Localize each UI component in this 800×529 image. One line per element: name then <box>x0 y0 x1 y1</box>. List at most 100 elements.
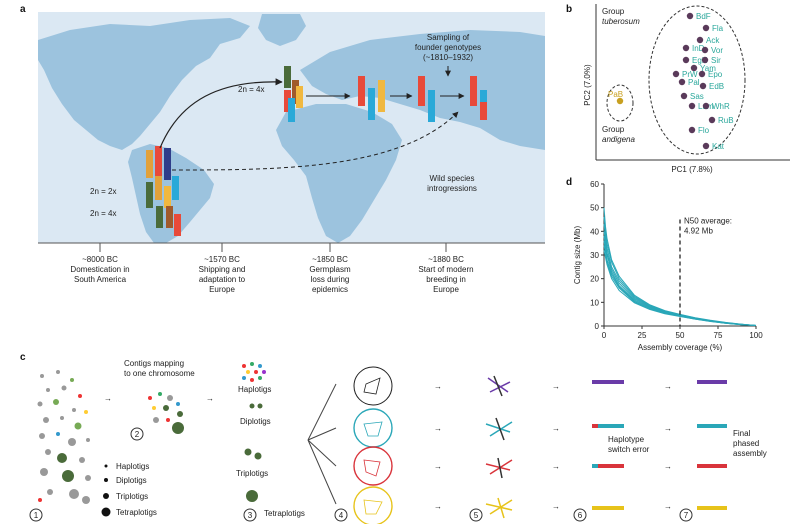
pca-label-vor: Vor <box>711 46 723 55</box>
category-diplotigs: Diplotigs <box>240 417 271 426</box>
timeline-entry-4: ~1880 BC Start of modern breeding in Eur… <box>418 243 474 294</box>
pca-label-yam: Yam <box>700 64 716 73</box>
category-tetraplotigs: Tetraplotigs <box>264 509 305 518</box>
svg-text:~1850 BC: ~1850 BC <box>312 255 348 264</box>
step-numbers: 1 2 3 4 5 6 7 <box>29 427 693 522</box>
pca-point-rub <box>708 116 716 124</box>
pca-label-pab: PaB <box>608 90 623 99</box>
svg-text:→: → <box>552 462 560 471</box>
final-line-2: phased <box>733 439 759 448</box>
panel-d: d 0 10 20 30 40 50 60 0 25 50 75 100 Assembly covera… <box>566 177 763 352</box>
series-line-3 <box>603 224 757 326</box>
epidemic-chromosomes <box>358 76 385 120</box>
pca-point-bdf <box>686 12 694 20</box>
pca-label-egh: EgH <box>692 56 708 65</box>
svg-text:4: 4 <box>339 511 344 520</box>
arrow-c-2: → <box>206 394 214 403</box>
pca-label-whr: WhR <box>712 102 730 111</box>
step-6-bars <box>592 380 624 510</box>
svg-text:Tetraplotigs: Tetraplotigs <box>116 508 157 517</box>
svg-text:→: → <box>552 502 560 511</box>
svg-text:5: 5 <box>474 511 479 520</box>
final-line-1: Final <box>733 429 751 438</box>
panel-c-label: c <box>20 352 26 363</box>
step-2-contigs <box>148 392 184 434</box>
n50-annotation-line-2: 4.92 Mb <box>684 227 713 236</box>
svg-text:Shipping and: Shipping and <box>199 265 246 274</box>
x-tick-label: 25 <box>638 331 647 340</box>
final-line-3: assembly <box>733 449 767 458</box>
svg-text:Haplotigs: Haplotigs <box>116 462 149 471</box>
x-tick-label: 50 <box>676 331 685 340</box>
pca-label-edb: EdB <box>709 82 724 91</box>
pca-label-kat: Kat <box>712 142 725 151</box>
pca-point-whr <box>702 102 710 110</box>
wild-introgression-arrow <box>171 111 459 171</box>
svg-text:~1880 BC: ~1880 BC <box>428 255 464 264</box>
pca-point-yam <box>690 64 698 72</box>
y-tick-label: 0 <box>595 322 600 331</box>
svg-text:3: 3 <box>248 511 253 520</box>
timeline-entry-2: ~1570 BC Shipping and adaptation to Euro… <box>199 243 246 294</box>
pca-point-egh <box>682 56 690 64</box>
svg-text:→: → <box>664 502 672 511</box>
svg-text:Domestication in: Domestication in <box>70 265 129 274</box>
pca-point-epo <box>698 70 706 78</box>
svg-text:→: → <box>552 382 560 391</box>
pca-label-sir: Sir <box>711 56 721 65</box>
pca-label-ack: Ack <box>706 36 720 45</box>
category-triplotigs: Triplotigs <box>236 469 268 478</box>
north-america-landmass <box>38 18 250 150</box>
mapping-line-1: Contigs mapping <box>124 359 184 368</box>
timeline-entry-1: ~8000 BC Domestication in South America <box>70 243 130 284</box>
switch-error-line-2: switch error <box>608 445 650 454</box>
arrow-c-1: → <box>104 394 112 403</box>
series-line-1 <box>603 207 757 326</box>
svg-text:6: 6 <box>578 511 583 520</box>
svg-text:→: → <box>434 502 442 511</box>
svg-text:→: → <box>552 424 560 433</box>
ploidy-4x-label: 2n = 4x <box>90 209 116 218</box>
pca-point-lum <box>688 102 696 110</box>
pca-point-edb <box>699 82 707 90</box>
pca-label-flo: Flo <box>698 126 710 135</box>
svg-text:epidemics: epidemics <box>312 285 348 294</box>
pca-point-ack <box>696 36 704 44</box>
sampling-line-2: founder genotypes <box>415 43 481 52</box>
svg-text:→: → <box>434 424 442 433</box>
svg-text:7: 7 <box>684 511 689 520</box>
pca-point-ind <box>682 44 690 52</box>
panel-a-label: a <box>20 4 26 15</box>
andigena-group-line: Group <box>602 125 625 134</box>
tuberosum-group-line: Group <box>602 7 625 16</box>
pca-point-vor <box>701 46 709 54</box>
pca-point-pab <box>616 97 624 105</box>
pca-label-sas: Sas <box>690 92 704 101</box>
south-america-chromosomes <box>146 146 181 236</box>
pca-label-rub: RuB <box>718 116 734 125</box>
pc1-label: PC1 (7.8%) <box>671 165 713 174</box>
mapping-line-2: to one chromosome <box>124 369 195 378</box>
pca-point-sas <box>680 92 688 100</box>
shipping-arrow <box>159 78 283 149</box>
svg-text:→: → <box>434 382 442 391</box>
x-tick-label: 0 <box>602 331 607 340</box>
svg-text:Diplotigs: Diplotigs <box>116 476 147 485</box>
x-tick-label: 100 <box>749 331 763 340</box>
step-arrows: → → → → → → → → → → → → <box>434 382 672 511</box>
step-5-scaffolds <box>485 375 513 519</box>
pca-point-kat <box>702 142 710 150</box>
svg-text:Start of modern: Start of modern <box>418 265 473 274</box>
svg-text:2: 2 <box>135 430 140 439</box>
svg-text:~1570 BC: ~1570 BC <box>204 255 240 264</box>
svg-text:→: → <box>664 382 672 391</box>
y-tick-label: 20 <box>590 275 599 284</box>
x-tick-label: 75 <box>714 331 723 340</box>
modern-chromosomes <box>470 76 487 120</box>
y-tick-label: 60 <box>590 180 599 189</box>
tuberosum-ellipse <box>648 5 746 155</box>
wild-line-2: introgressions <box>427 184 477 193</box>
pca-label-pal: Pal <box>688 78 700 87</box>
svg-text:1: 1 <box>34 511 39 520</box>
